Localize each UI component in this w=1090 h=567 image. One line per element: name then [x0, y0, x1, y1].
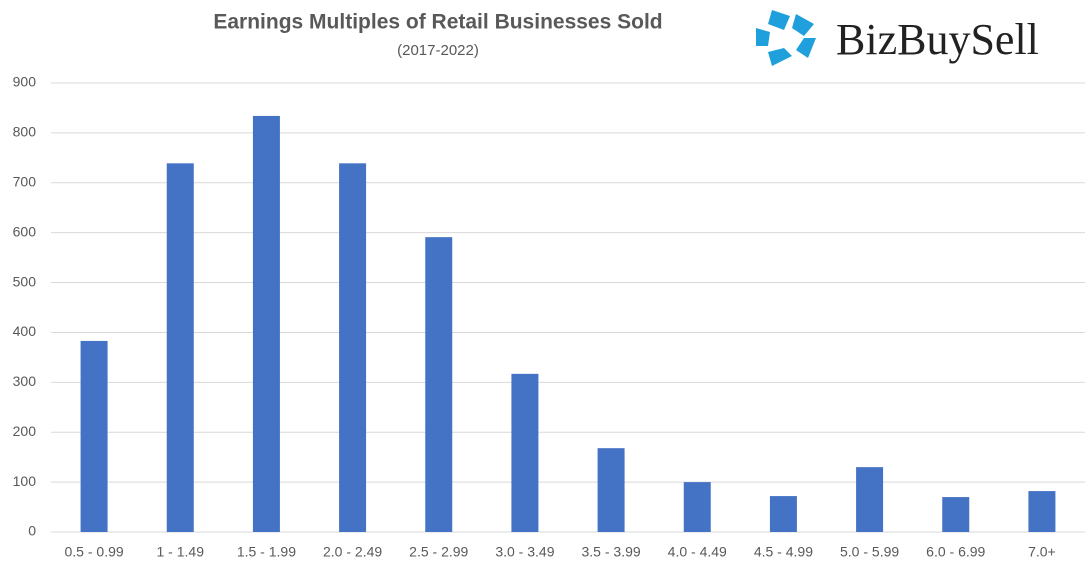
bar: [80, 340, 108, 532]
y-tick-label: 200: [13, 423, 37, 439]
bar: [511, 373, 539, 532]
chart-title: Earnings Multiples of Retail Businesses …: [213, 11, 662, 34]
bar: [1028, 491, 1056, 532]
y-tick-label: 800: [13, 124, 37, 140]
y-tick-label: 700: [13, 173, 37, 189]
x-tick-label: 5.0 - 5.99: [840, 544, 899, 560]
x-tick-label: 0.5 - 0.99: [65, 544, 124, 560]
bar: [769, 496, 797, 532]
bar: [856, 467, 884, 532]
y-tick-label: 500: [13, 273, 37, 289]
bar: [597, 448, 625, 532]
x-tick-label: 2.5 - 2.99: [409, 544, 468, 560]
x-tick-label: 3.0 - 3.49: [495, 544, 554, 560]
bar: [252, 115, 280, 532]
y-tick-label: 900: [13, 74, 37, 90]
x-tick-label: 6.0 - 6.99: [926, 544, 985, 560]
logo-text: BizBuySell: [836, 15, 1039, 64]
x-tick-label: 4.0 - 4.49: [668, 544, 727, 560]
x-tick-label: 7.0+: [1028, 544, 1056, 560]
bar: [425, 237, 453, 532]
chart-subtitle: (2017-2022): [397, 42, 479, 59]
y-tick-label: 400: [13, 323, 37, 339]
bar: [683, 482, 711, 532]
bar: [942, 497, 970, 532]
bar: [339, 163, 367, 532]
x-tick-label: 3.5 - 3.99: [582, 544, 641, 560]
y-tick-label: 100: [13, 473, 37, 489]
bar: [166, 163, 194, 532]
y-tick-label: 600: [13, 223, 37, 239]
y-tick-label: 0: [28, 523, 36, 539]
y-tick-label: 300: [13, 373, 37, 389]
x-tick-label: 4.5 - 4.99: [754, 544, 813, 560]
x-tick-label: 1 - 1.49: [157, 544, 205, 560]
logo-icon: [756, 10, 816, 66]
x-tick-label: 1.5 - 1.99: [237, 544, 296, 560]
x-tick-label: 2.0 - 2.49: [323, 544, 382, 560]
